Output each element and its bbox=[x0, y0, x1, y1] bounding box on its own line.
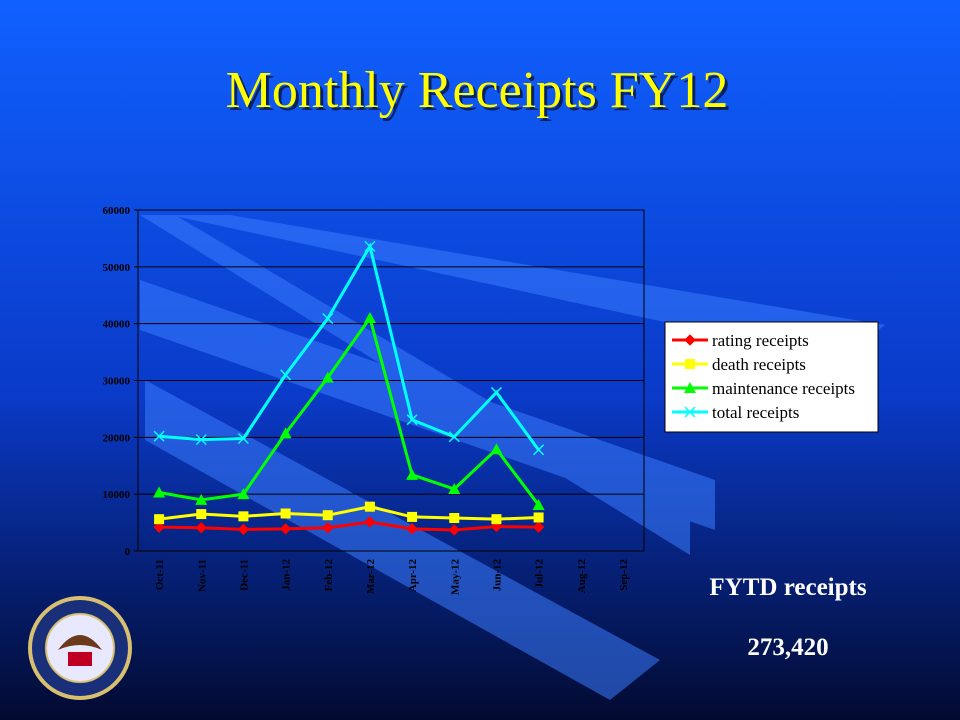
marker bbox=[407, 511, 418, 522]
series bbox=[154, 501, 544, 525]
marker bbox=[449, 513, 460, 524]
marker bbox=[448, 431, 460, 443]
marker bbox=[490, 386, 502, 398]
marker bbox=[364, 501, 375, 512]
marker bbox=[237, 488, 250, 500]
title-shadow: Monthly Receipts FY12 bbox=[229, 65, 732, 122]
marker bbox=[322, 510, 333, 521]
marker bbox=[196, 509, 207, 520]
y-tick-label: 50000 bbox=[103, 262, 131, 274]
marker bbox=[448, 483, 461, 495]
marker bbox=[406, 414, 418, 426]
marker bbox=[406, 468, 419, 480]
x-tick-label: Jan-12 bbox=[281, 559, 293, 591]
marker bbox=[363, 311, 376, 323]
legend-label: maintenance receipts bbox=[712, 379, 855, 398]
marker bbox=[280, 508, 291, 519]
marker bbox=[533, 444, 545, 456]
x-tick-label: Dec-11 bbox=[238, 559, 250, 591]
marker bbox=[684, 382, 696, 393]
marker bbox=[364, 516, 376, 528]
x-tick-label: May-12 bbox=[449, 559, 461, 596]
x-tick-label: Aug-12 bbox=[576, 559, 588, 594]
marker bbox=[153, 486, 166, 498]
line bbox=[158, 505, 539, 521]
y-tick-label: 40000 bbox=[103, 319, 131, 331]
marker bbox=[684, 334, 696, 346]
legend-label: total receipts bbox=[712, 403, 799, 422]
marker bbox=[280, 369, 292, 381]
marker bbox=[533, 512, 544, 523]
seal bbox=[28, 596, 132, 700]
x-tick-label: Jul-12 bbox=[534, 559, 546, 589]
marker bbox=[153, 430, 165, 442]
marker bbox=[490, 443, 503, 455]
chart-title: Monthly Receipts FY12 bbox=[226, 62, 729, 119]
marker bbox=[321, 371, 334, 383]
marker bbox=[491, 514, 502, 525]
annotation: FYTD receipts bbox=[709, 574, 866, 601]
y-tick-label: 20000 bbox=[103, 432, 131, 444]
marker bbox=[279, 427, 292, 439]
x-tick-label: Oct-11 bbox=[154, 559, 166, 590]
y-tick-label: 60000 bbox=[103, 205, 131, 217]
marker bbox=[532, 521, 545, 533]
series bbox=[153, 516, 545, 536]
marker bbox=[279, 523, 292, 535]
x-tick-label: Nov-11 bbox=[196, 559, 208, 592]
marker bbox=[322, 313, 334, 325]
marker bbox=[195, 493, 208, 505]
annotation: 273,420 bbox=[747, 634, 828, 661]
series bbox=[153, 240, 545, 456]
marker bbox=[195, 434, 207, 446]
x-tick-label: Feb-12 bbox=[323, 559, 335, 592]
marker bbox=[448, 524, 460, 536]
y-tick-label: 30000 bbox=[103, 376, 131, 388]
marker bbox=[322, 521, 334, 534]
legend-label: rating receipts bbox=[712, 331, 809, 350]
legend-label: death receipts bbox=[712, 355, 806, 374]
marker bbox=[153, 521, 165, 533]
marker bbox=[237, 523, 250, 536]
marker bbox=[154, 514, 165, 525]
y-tick-label: 10000 bbox=[103, 489, 131, 501]
marker bbox=[684, 406, 696, 418]
marker bbox=[237, 432, 249, 445]
marker bbox=[532, 498, 545, 510]
line bbox=[158, 242, 540, 451]
x-tick-label: Apr-12 bbox=[407, 559, 419, 593]
decor-stripes bbox=[140, 215, 885, 700]
marker bbox=[195, 521, 207, 534]
line bbox=[158, 314, 540, 506]
marker bbox=[238, 511, 249, 522]
series bbox=[153, 311, 545, 510]
line bbox=[159, 520, 539, 532]
marker bbox=[406, 523, 418, 535]
x-tick-label: Mar-12 bbox=[365, 559, 377, 595]
marker bbox=[364, 240, 376, 252]
y-tick-label: 0 bbox=[125, 546, 131, 558]
x-tick-label: Jun-12 bbox=[491, 559, 503, 592]
marker bbox=[685, 359, 695, 369]
x-tick-label: Sep-12 bbox=[618, 559, 630, 591]
